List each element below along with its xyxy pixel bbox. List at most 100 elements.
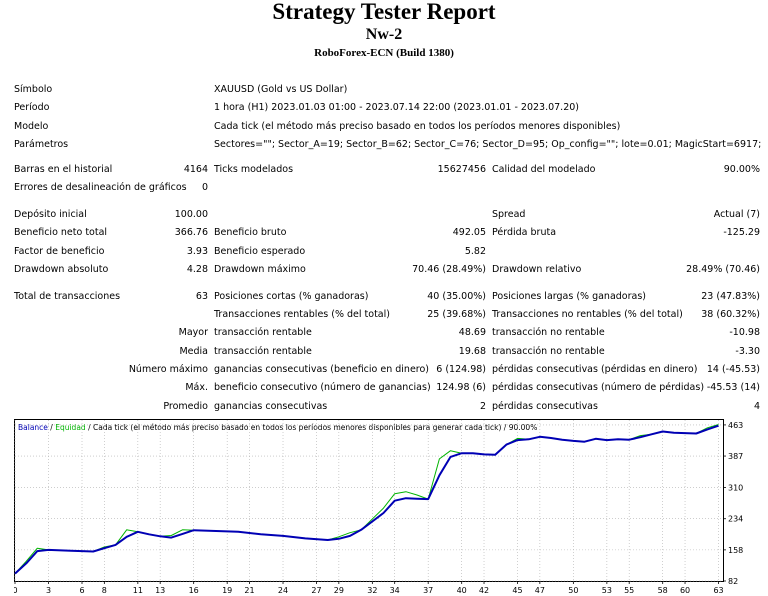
x-tick-label: 47 — [535, 586, 545, 595]
period-value: 1 hora (H1) 2023.01.03 01:00 - 2023.07.1… — [214, 102, 579, 113]
profit-trades-value: 25 (39.68%) — [427, 309, 486, 320]
x-tick-label: 11 — [133, 586, 143, 595]
maximal-label: Máx. — [185, 382, 208, 393]
x-tick-label: 50 — [568, 586, 578, 595]
loss-trades-value: 38 (60.32%) — [701, 309, 760, 320]
bars-label: Barras en el historial — [14, 164, 113, 175]
gross-loss-label: Pérdida bruta — [492, 227, 557, 238]
quality-label: Calidad del modelado — [492, 164, 596, 175]
symbol-value: XAUUSD (Gold vs US Dollar) — [214, 84, 348, 95]
x-tick-label: 42 — [479, 586, 489, 595]
params-value: Sectores=""; Sector_A=19; Sector_B=62; S… — [214, 139, 762, 150]
server-build: RoboForex-ECN (Build 1380) — [314, 47, 454, 59]
max-wins-value: 6 (124.98) — [436, 364, 486, 375]
avg-losses-label: pérdidas consecutivas — [492, 401, 598, 412]
total-trades-label: Total de transacciones — [14, 291, 121, 302]
profit-factor-value: 3.93 — [186, 246, 208, 257]
largest-label: Mayor — [178, 327, 208, 338]
legend-balance: Balance — [18, 423, 48, 432]
x-tick-label: 19 — [222, 586, 232, 595]
spread-value: Actual (7) — [713, 209, 760, 220]
y-tick-label: 158 — [728, 546, 743, 555]
avg-wins-value: 2 — [479, 401, 486, 412]
x-tick-label: 27 — [311, 586, 321, 595]
model-label: Modelo — [14, 121, 49, 132]
average-loss-value: -3.30 — [735, 346, 760, 357]
max-wins-label: ganancias consecutivas (beneficio en din… — [214, 364, 430, 375]
maximal-loss-value: -45.53 (14) — [706, 382, 760, 393]
x-tick-label: 21 — [244, 586, 254, 595]
x-tick-label: 32 — [367, 586, 377, 595]
params-label: Parámetros — [14, 139, 69, 150]
balance-line — [14, 424, 719, 575]
gross-loss-value: -125.29 — [723, 227, 760, 238]
ticks-value: 15627456 — [437, 164, 486, 175]
average-loss-label: transacción no rentable — [492, 346, 605, 357]
max-consecutive-label: Número máximo — [128, 364, 208, 375]
drawdown-max-value: 70.46 (28.49%) — [412, 264, 486, 275]
x-tick-label: 58 — [658, 586, 668, 595]
legend-separator: / — [48, 423, 55, 432]
x-tick-label: 40 — [457, 586, 467, 595]
largest-loss-label: transacción no rentable — [492, 327, 605, 338]
x-tick-label: 60 — [680, 586, 690, 595]
x-tick-label: 3 — [46, 586, 51, 595]
y-tick-label: 463 — [728, 421, 743, 430]
deposit-label: Depósito inicial — [14, 209, 87, 220]
expert-name: Nw-2 — [365, 26, 403, 43]
net-profit-value: 366.76 — [174, 227, 208, 238]
x-tick-label: 63 — [713, 586, 723, 595]
report-title: Strategy Tester Report — [272, 0, 496, 24]
maximal-loss-label: pérdidas consecutivas (número de pérdida… — [492, 382, 705, 393]
loss-trades-label: Transacciones no rentables (% del total) — [492, 309, 683, 320]
profit-trades-label: Transacciones rentables (% del total) — [214, 309, 390, 320]
max-losses-value: 14 (-45.53) — [706, 364, 760, 375]
balance-chart: Balance / Equidad / Cada tick (el método… — [14, 419, 743, 595]
gross-profit-value: 492.05 — [452, 227, 486, 238]
x-tick-label: 29 — [334, 586, 344, 595]
x-tick-label: 45 — [512, 586, 522, 595]
period-label: Período — [14, 102, 50, 113]
deposit-value: 100.00 — [174, 209, 208, 220]
expected-payoff-value: 5.82 — [464, 246, 486, 257]
x-tick-label: 37 — [423, 586, 433, 595]
y-tick-label: 234 — [728, 515, 743, 524]
net-profit-label: Beneficio neto total — [14, 227, 108, 238]
drawdown-relative-value: 28.49% (70.46) — [686, 264, 760, 275]
total-trades-value: 63 — [195, 291, 208, 302]
chart-frame — [14, 419, 724, 582]
short-positions-value: 40 (35.00%) — [427, 291, 486, 302]
max-losses-label: pérdidas consecutivas (pérdidas en diner… — [492, 364, 698, 375]
average-profit-label: transacción rentable — [214, 346, 312, 357]
gross-profit-label: Beneficio bruto — [214, 227, 287, 238]
drawdown-relative-label: Drawdown relativo — [492, 264, 582, 275]
legend-quality: 90.00% — [509, 423, 538, 432]
average-consecutive-label: Promedio — [163, 401, 208, 412]
symbol-label: Símbolo — [14, 84, 53, 95]
avg-wins-label: ganancias consecutivas — [214, 401, 328, 412]
short-positions-label: Posiciones cortas (% ganadoras) — [214, 291, 369, 302]
legend-separator: / — [86, 423, 93, 432]
x-tick-label: 8 — [102, 586, 107, 595]
x-tick-label: 0 — [14, 586, 18, 595]
bars-value: 4164 — [183, 164, 208, 175]
maximal-profit-value: 124.98 (6) — [436, 382, 486, 393]
largest-loss-value: -10.98 — [729, 327, 760, 338]
average-label: Media — [179, 346, 208, 357]
largest-profit-label: transacción rentable — [214, 327, 312, 338]
errors-label: Errores de desalineación de gráficos — [14, 182, 187, 193]
average-profit-value: 19.68 — [458, 346, 486, 357]
ticks-label: Ticks modelados — [214, 164, 294, 175]
profit-factor-label: Factor de beneficio — [14, 246, 105, 257]
y-tick-label: 387 — [728, 452, 743, 461]
x-tick-label: 6 — [79, 586, 84, 595]
long-positions-value: 23 (47.83%) — [701, 291, 760, 302]
legend-model: Cada tick (el método más preciso basado … — [93, 423, 502, 432]
x-tick-label: 24 — [278, 586, 288, 595]
largest-profit-value: 48.69 — [458, 327, 486, 338]
drawdown-absolute-label: Drawdown absoluto — [14, 264, 109, 275]
model-value: Cada tick (el método más preciso basado … — [214, 121, 621, 132]
drawdown-absolute-value: 4.28 — [186, 264, 208, 275]
legend-equity: Equidad — [55, 423, 86, 432]
x-tick-label: 34 — [390, 586, 400, 595]
